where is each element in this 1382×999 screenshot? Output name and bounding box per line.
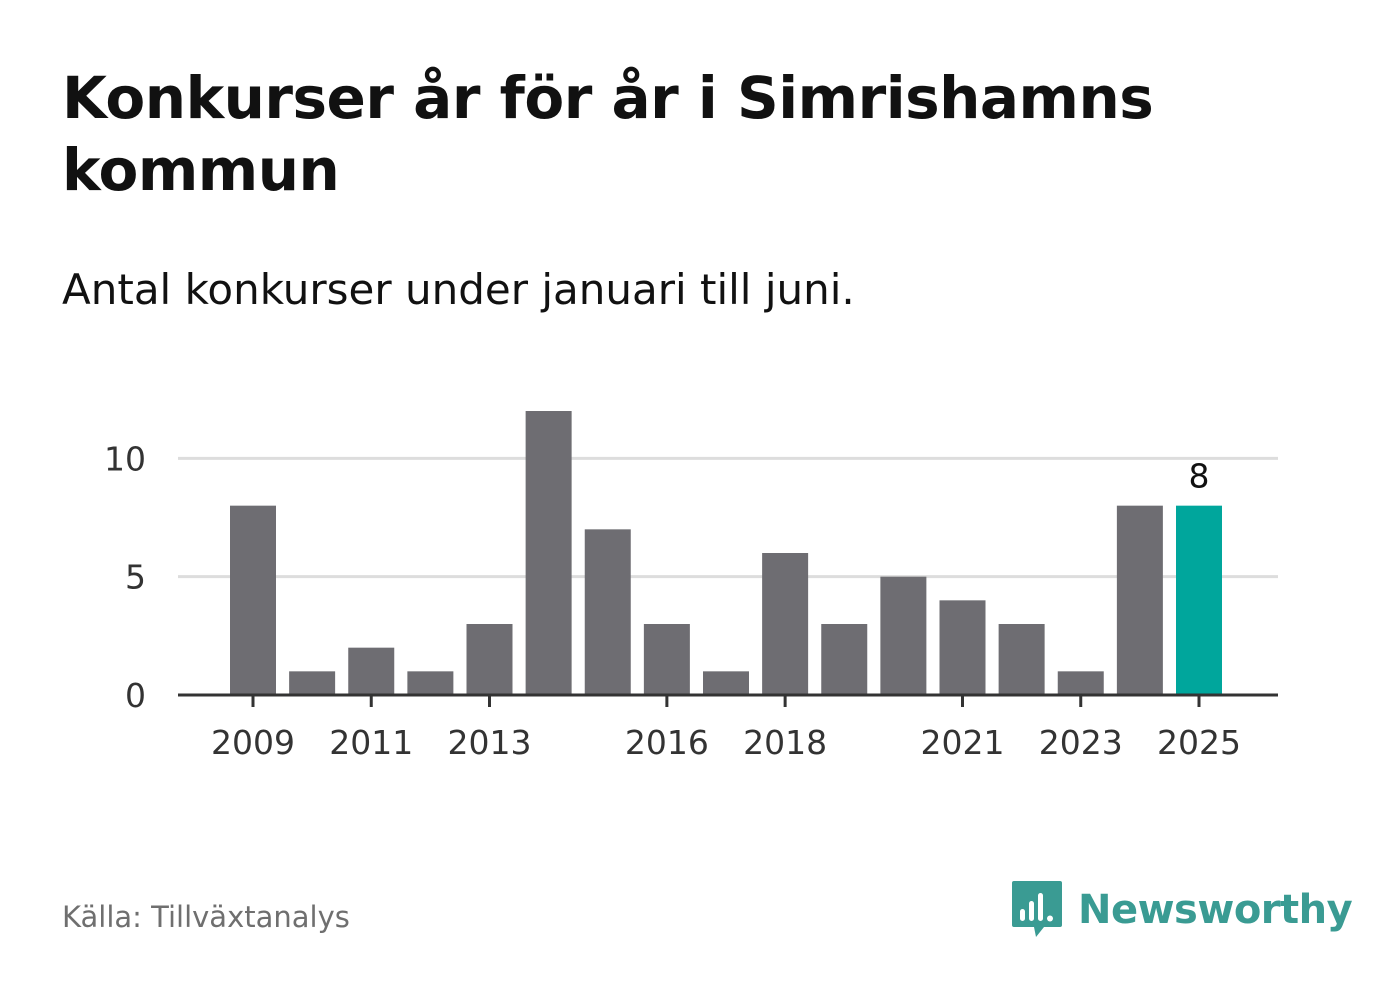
bar-2010 — [289, 671, 336, 695]
x-tick-label-2016: 2016 — [625, 723, 709, 762]
bar-2019 — [821, 624, 868, 695]
bar-2016 — [643, 624, 690, 695]
data-label-2025: 8 — [1189, 457, 1210, 496]
bar-2020 — [880, 576, 927, 695]
bar-2022 — [998, 624, 1045, 695]
bar-2018 — [762, 553, 809, 695]
bar-2017 — [703, 671, 749, 695]
bar-2015 — [584, 529, 631, 695]
source-note: Källa: Tillväxtanalys — [62, 900, 350, 934]
y-tick-label-10: 10 — [104, 439, 146, 478]
x-tick-label-2009: 2009 — [211, 723, 295, 762]
bar-2012 — [407, 671, 454, 695]
x-axis — [178, 693, 1278, 707]
gridlines — [178, 456, 1278, 579]
chart-title: Konkurser år för år i Simrishamns kommun — [62, 64, 1154, 204]
bar-2011 — [348, 647, 395, 695]
brand-name: Newsworthy — [1078, 887, 1353, 933]
bar-2009 — [230, 505, 276, 695]
labels: 0 5 10 2009 2011 2013 2016 2018 2021 2023 2025 8 — [104, 439, 1241, 762]
y-tick-label-5: 5 — [125, 558, 146, 597]
bar-chart-speech-bubble-icon — [1012, 881, 1062, 937]
x-tick-label-2013: 2013 — [448, 723, 532, 762]
x-tick-label-2021: 2021 — [921, 723, 1005, 762]
newsworthy-logo: Newsworthy — [1010, 878, 1353, 942]
bar-2013 — [466, 624, 513, 695]
y-tick-label-0: 0 — [125, 676, 146, 715]
bars — [230, 411, 1222, 695]
x-tick-label-2023: 2023 — [1039, 723, 1123, 762]
x-tick-label-2011: 2011 — [329, 723, 413, 762]
x-tick-label-2025: 2025 — [1157, 723, 1241, 762]
bar-2014 — [525, 411, 572, 695]
x-tick-label-2018: 2018 — [743, 723, 827, 762]
bar-2023 — [1057, 671, 1104, 695]
bar-2024 — [1116, 505, 1163, 695]
bar-2025 — [1176, 505, 1222, 695]
bar-2021 — [939, 600, 986, 695]
bar-chart: 0 5 10 2009 2011 2013 2016 2018 2021 2023 2025 8 — [104, 411, 1278, 762]
chart-subtitle: Antal konkurser under januari till juni. — [62, 265, 855, 314]
